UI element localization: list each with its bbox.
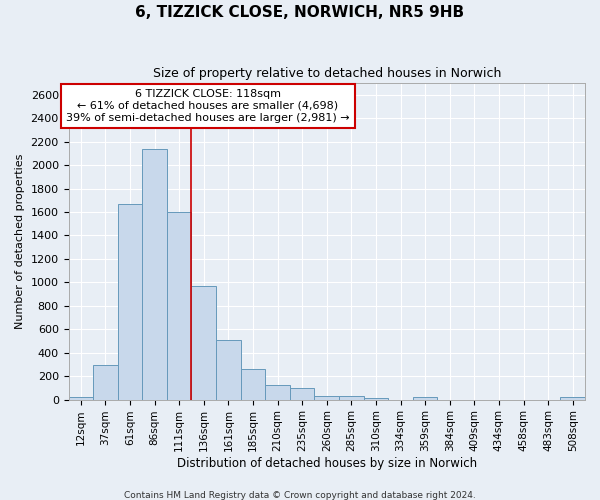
Bar	[142, 148, 167, 400]
Text: 6 TIZZICK CLOSE: 118sqm
← 61% of detached houses are smaller (4,698)
39% of semi: 6 TIZZICK CLOSE: 118sqm ← 61% of detache…	[66, 90, 350, 122]
Title: Size of property relative to detached houses in Norwich: Size of property relative to detached ho…	[152, 68, 501, 80]
Text: Contains HM Land Registry data © Crown copyright and database right 2024.: Contains HM Land Registry data © Crown c…	[124, 490, 476, 500]
Bar	[314, 396, 339, 400]
X-axis label: Distribution of detached houses by size in Norwich: Distribution of detached houses by size …	[177, 457, 477, 470]
Bar	[93, 365, 118, 400]
Bar	[560, 398, 585, 400]
Text: 6, TIZZICK CLOSE, NORWICH, NR5 9HB: 6, TIZZICK CLOSE, NORWICH, NR5 9HB	[136, 5, 464, 20]
Bar	[339, 396, 364, 400]
Bar	[413, 398, 437, 400]
Bar	[216, 340, 241, 400]
Bar	[118, 204, 142, 400]
Bar	[167, 212, 191, 400]
Bar	[265, 385, 290, 400]
Bar	[191, 286, 216, 400]
Bar	[68, 398, 93, 400]
Y-axis label: Number of detached properties: Number of detached properties	[15, 154, 25, 329]
Bar	[290, 388, 314, 400]
Bar	[364, 398, 388, 400]
Bar	[241, 369, 265, 400]
